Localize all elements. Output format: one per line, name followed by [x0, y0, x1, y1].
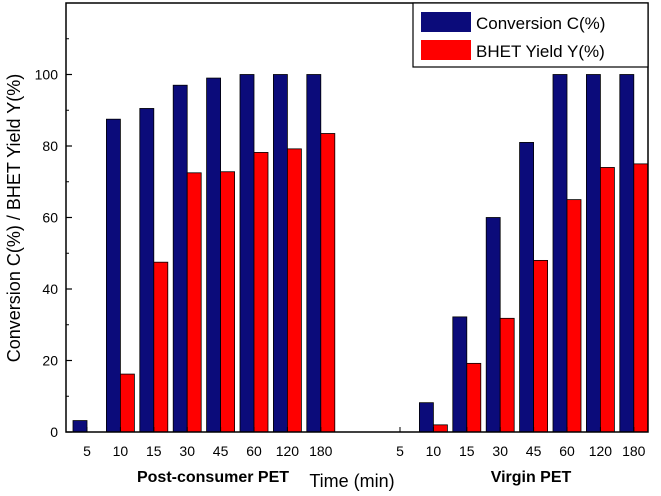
bar-conversion	[552, 74, 568, 433]
x-tick-label: 180	[622, 443, 646, 459]
bar-yield	[466, 362, 482, 433]
bar-conversion	[452, 316, 468, 433]
x-tick-label: 60	[559, 443, 575, 459]
bar-conversion	[106, 118, 121, 433]
x-tick-label: 30	[179, 443, 195, 459]
bar-yield	[600, 167, 615, 433]
y-tick-label: 40	[42, 281, 58, 297]
bar-conversion	[72, 420, 88, 433]
x-tick-label: 120	[276, 443, 300, 459]
bar-conversion	[306, 74, 322, 433]
x-tick-label: 30	[492, 443, 508, 459]
bar-conversion	[586, 74, 601, 433]
y-axis-title: Conversion C(%) / BHET Yield Y(%)	[4, 74, 24, 362]
legend: Conversion C(%) BHET Yield Y(%)	[412, 2, 649, 68]
bar-conversion	[239, 74, 255, 433]
x-tick-label: 5	[83, 443, 91, 459]
x-group-label: Post-consumer PET	[137, 469, 289, 486]
x-tick-label: 15	[459, 443, 475, 459]
bar-yield	[153, 261, 169, 433]
bar-conversion	[619, 74, 635, 433]
x-tick-label: 120	[589, 443, 613, 459]
bar-yield	[220, 171, 236, 433]
bar-conversion	[139, 108, 155, 433]
x-tick-label: 10	[113, 443, 129, 459]
x-group-label: Virgin PET	[491, 469, 572, 486]
bar-yield	[186, 172, 202, 433]
bar-yield	[499, 317, 515, 433]
axis-ticks: 0 20 40 60 80 100 5 10 15 30 45 60 120 180 Post-consum…	[35, 38, 646, 486]
y-tick-label: 60	[42, 210, 58, 226]
bar-yield	[120, 373, 135, 433]
x-tick-label: 45	[526, 443, 542, 459]
bar-yield	[432, 424, 448, 433]
x-tick-label: 180	[309, 443, 333, 459]
bar-conversion	[172, 84, 188, 433]
y-tick-label: 20	[42, 353, 58, 369]
bar-yield	[320, 133, 336, 433]
x-tick-label: 15	[146, 443, 162, 459]
bar-yield	[286, 148, 302, 433]
legend-label-yield: BHET Yield Y(%)	[476, 42, 605, 61]
x-tick-label: 10	[426, 443, 442, 459]
bar-conversion	[206, 77, 222, 433]
bars-layer	[72, 74, 649, 433]
x-axis-title: Time (min)	[309, 471, 394, 491]
y-tick-label: 0	[50, 424, 58, 440]
x-tick-label: 60	[246, 443, 262, 459]
bar-conversion	[485, 217, 501, 433]
y-tick-label: 100	[35, 67, 59, 83]
legend-swatch-yield	[421, 40, 471, 60]
x-tick-label: 45	[213, 443, 229, 459]
legend-swatch-conversion	[421, 12, 471, 32]
bar-conversion	[272, 74, 288, 433]
legend-label-conversion: Conversion C(%)	[476, 14, 605, 33]
bar-yield	[566, 199, 582, 433]
bar-conversion	[418, 402, 434, 433]
bar-yield	[633, 163, 649, 433]
x-tick-label: 5	[396, 443, 404, 459]
bar-conversion	[519, 142, 534, 433]
bar-yield	[253, 152, 269, 433]
bar-yield	[533, 259, 548, 433]
y-tick-label: 80	[42, 138, 58, 154]
